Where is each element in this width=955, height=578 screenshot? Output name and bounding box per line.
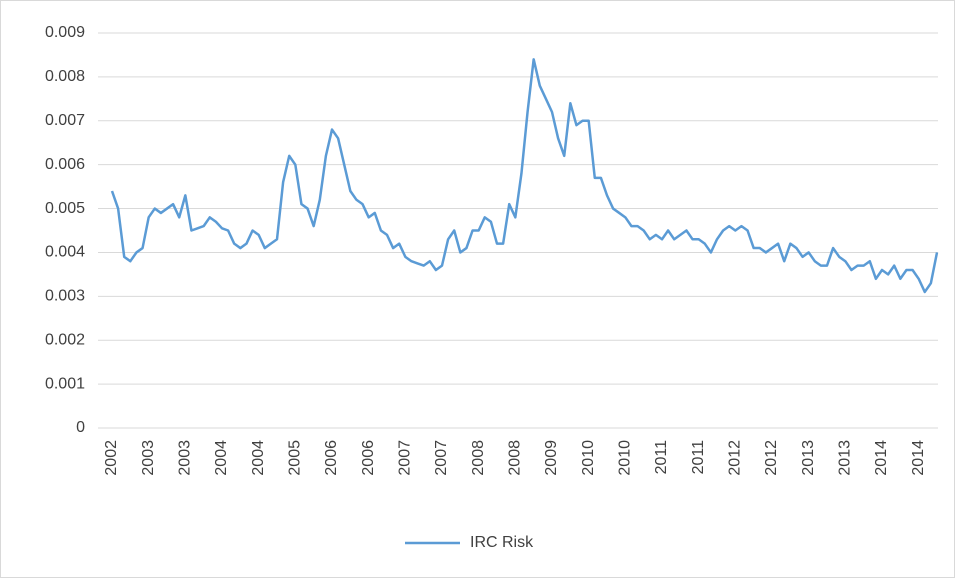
y-tick-label: 0.008 (45, 68, 85, 85)
data-line (110, 58, 939, 294)
y-tick-label: 0.002 (45, 331, 85, 348)
y-tick-label: 0.003 (45, 288, 85, 305)
x-tick-label: 2009 (543, 440, 560, 476)
legend-label: IRC Risk (470, 534, 534, 551)
y-tick-label: 0.006 (45, 156, 85, 173)
x-tick-label: 2007 (433, 440, 450, 476)
x-tick-label: 2008 (507, 440, 524, 476)
x-tick-label: 2008 (470, 440, 487, 476)
x-tick-label: 2010 (617, 440, 634, 476)
x-tick-label: 2010 (580, 440, 597, 476)
x-tick-label: 2003 (140, 440, 157, 476)
x-tick-label: 2005 (287, 440, 304, 476)
x-tick-label: 2011 (653, 440, 670, 475)
x-tick-label: 2006 (323, 440, 340, 476)
x-tick-label: 2013 (800, 440, 817, 476)
y-tick-label: 0 (76, 419, 85, 436)
y-tick-label: 0.004 (45, 244, 85, 261)
x-tick-label: 2013 (837, 440, 854, 476)
x-tick-label: 2004 (250, 440, 267, 476)
x-tick-label: 2004 (213, 440, 230, 476)
x-tick-label: 2007 (397, 440, 414, 476)
x-tick-label: 2006 (360, 440, 377, 476)
x-tick-label: 2011 (690, 440, 707, 475)
x-tick-label: 2002 (103, 440, 120, 476)
x-tick-label: 2012 (727, 440, 744, 476)
x-tick-label: 2014 (873, 440, 890, 476)
y-tick-label: 0.005 (45, 200, 85, 217)
y-tick-label: 0.001 (45, 375, 85, 392)
x-tick-label: 2003 (177, 440, 194, 476)
y-tick-label: 0.007 (45, 112, 85, 129)
y-tick-label: 0.009 (45, 24, 85, 41)
x-tick-label: 2014 (910, 440, 927, 476)
x-tick-label: 2012 (763, 440, 780, 476)
